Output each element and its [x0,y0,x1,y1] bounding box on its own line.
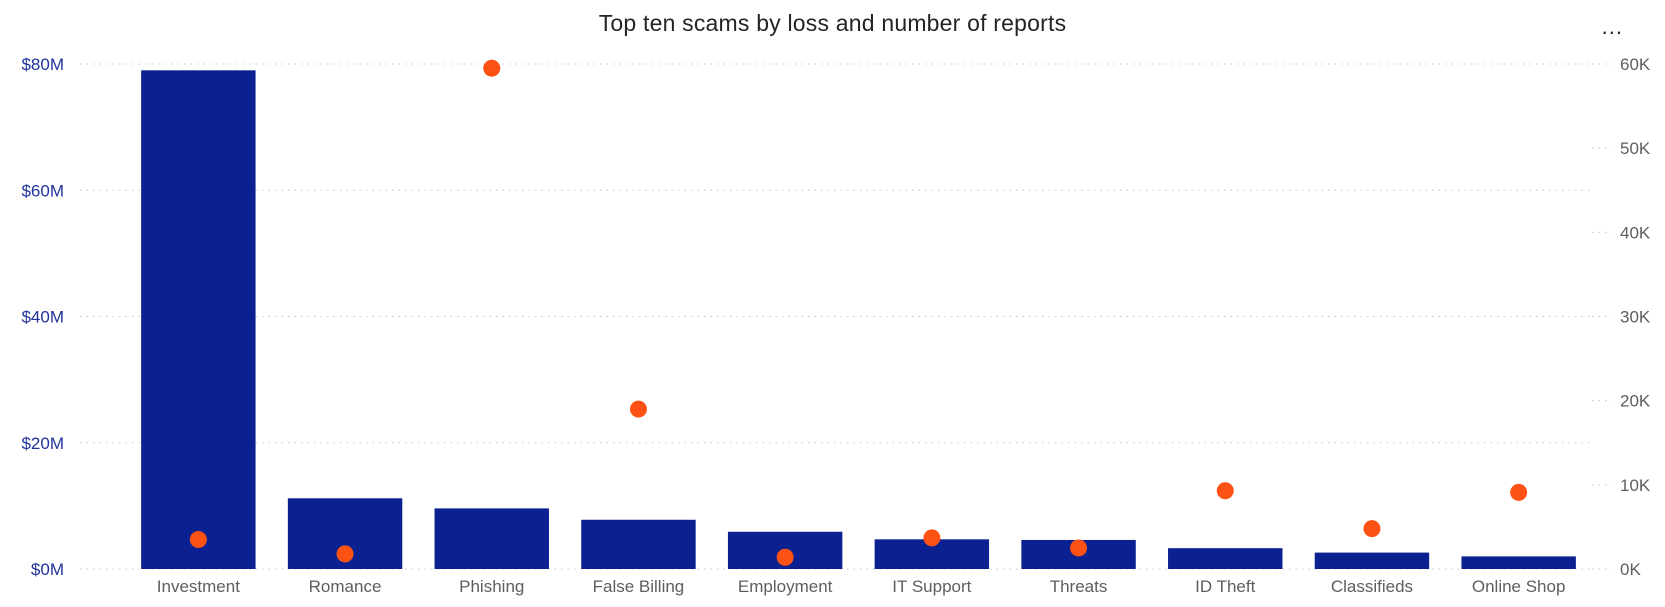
category-label: Phishing [459,577,524,596]
left-tick-label: $20M [21,434,64,453]
bar-id-theft[interactable] [1168,548,1283,569]
left-axis: $0M $20M $40M $60M $80M [21,55,64,579]
bar-classifieds[interactable] [1314,552,1430,569]
right-tick-label: 40K [1620,223,1651,242]
dot-series [189,59,1528,566]
x-axis: Investment Romance Phishing False Billing Em… [157,577,1566,596]
category-label: Investment [157,577,240,596]
bar-online-shop[interactable] [1461,556,1576,569]
left-tick-label: $40M [21,308,64,327]
category-label: Classifieds [1331,577,1413,596]
category-label: Romance [309,577,382,596]
bar-investment[interactable] [141,70,256,569]
left-tick-label: $0M [31,560,64,579]
left-tick-label: $80M [21,55,64,74]
more-options-icon[interactable]: ... [1601,14,1623,39]
left-tick-label: $60M [21,181,64,200]
dot-false-billing[interactable] [629,400,647,418]
dot-romance[interactable] [336,545,354,563]
dot-it-support[interactable] [923,529,941,547]
bar-false-billing[interactable] [581,519,696,569]
category-label: Threats [1050,577,1108,596]
category-label: ID Theft [1195,577,1255,596]
dot-id-theft[interactable] [1216,482,1234,500]
chart-title: Top ten scams by loss and number of repo… [598,10,1067,36]
right-tick-label: 60K [1620,55,1651,74]
category-label: Online Shop [1472,577,1566,596]
bar-series [141,70,1576,569]
right-axis: 0K 10K 20K 30K 40K 50K 60K [1620,55,1651,579]
dot-online-shop[interactable] [1510,483,1528,501]
bar-phishing[interactable] [434,508,549,569]
right-tick-label: 50K [1620,139,1651,158]
right-tick-label: 0K [1620,560,1641,579]
dot-threats[interactable] [1070,539,1088,557]
category-label: False Billing [593,577,685,596]
right-tick-label: 10K [1620,476,1651,495]
dot-investment[interactable] [189,531,207,549]
dot-employment[interactable] [776,548,794,566]
gridlines [80,63,1612,570]
category-label: Employment [738,577,833,596]
right-tick-label: 20K [1620,392,1651,411]
dot-phishing[interactable] [483,59,501,77]
right-tick-label: 30K [1620,308,1651,327]
category-label: IT Support [892,577,971,596]
dot-classifieds[interactable] [1363,520,1381,538]
